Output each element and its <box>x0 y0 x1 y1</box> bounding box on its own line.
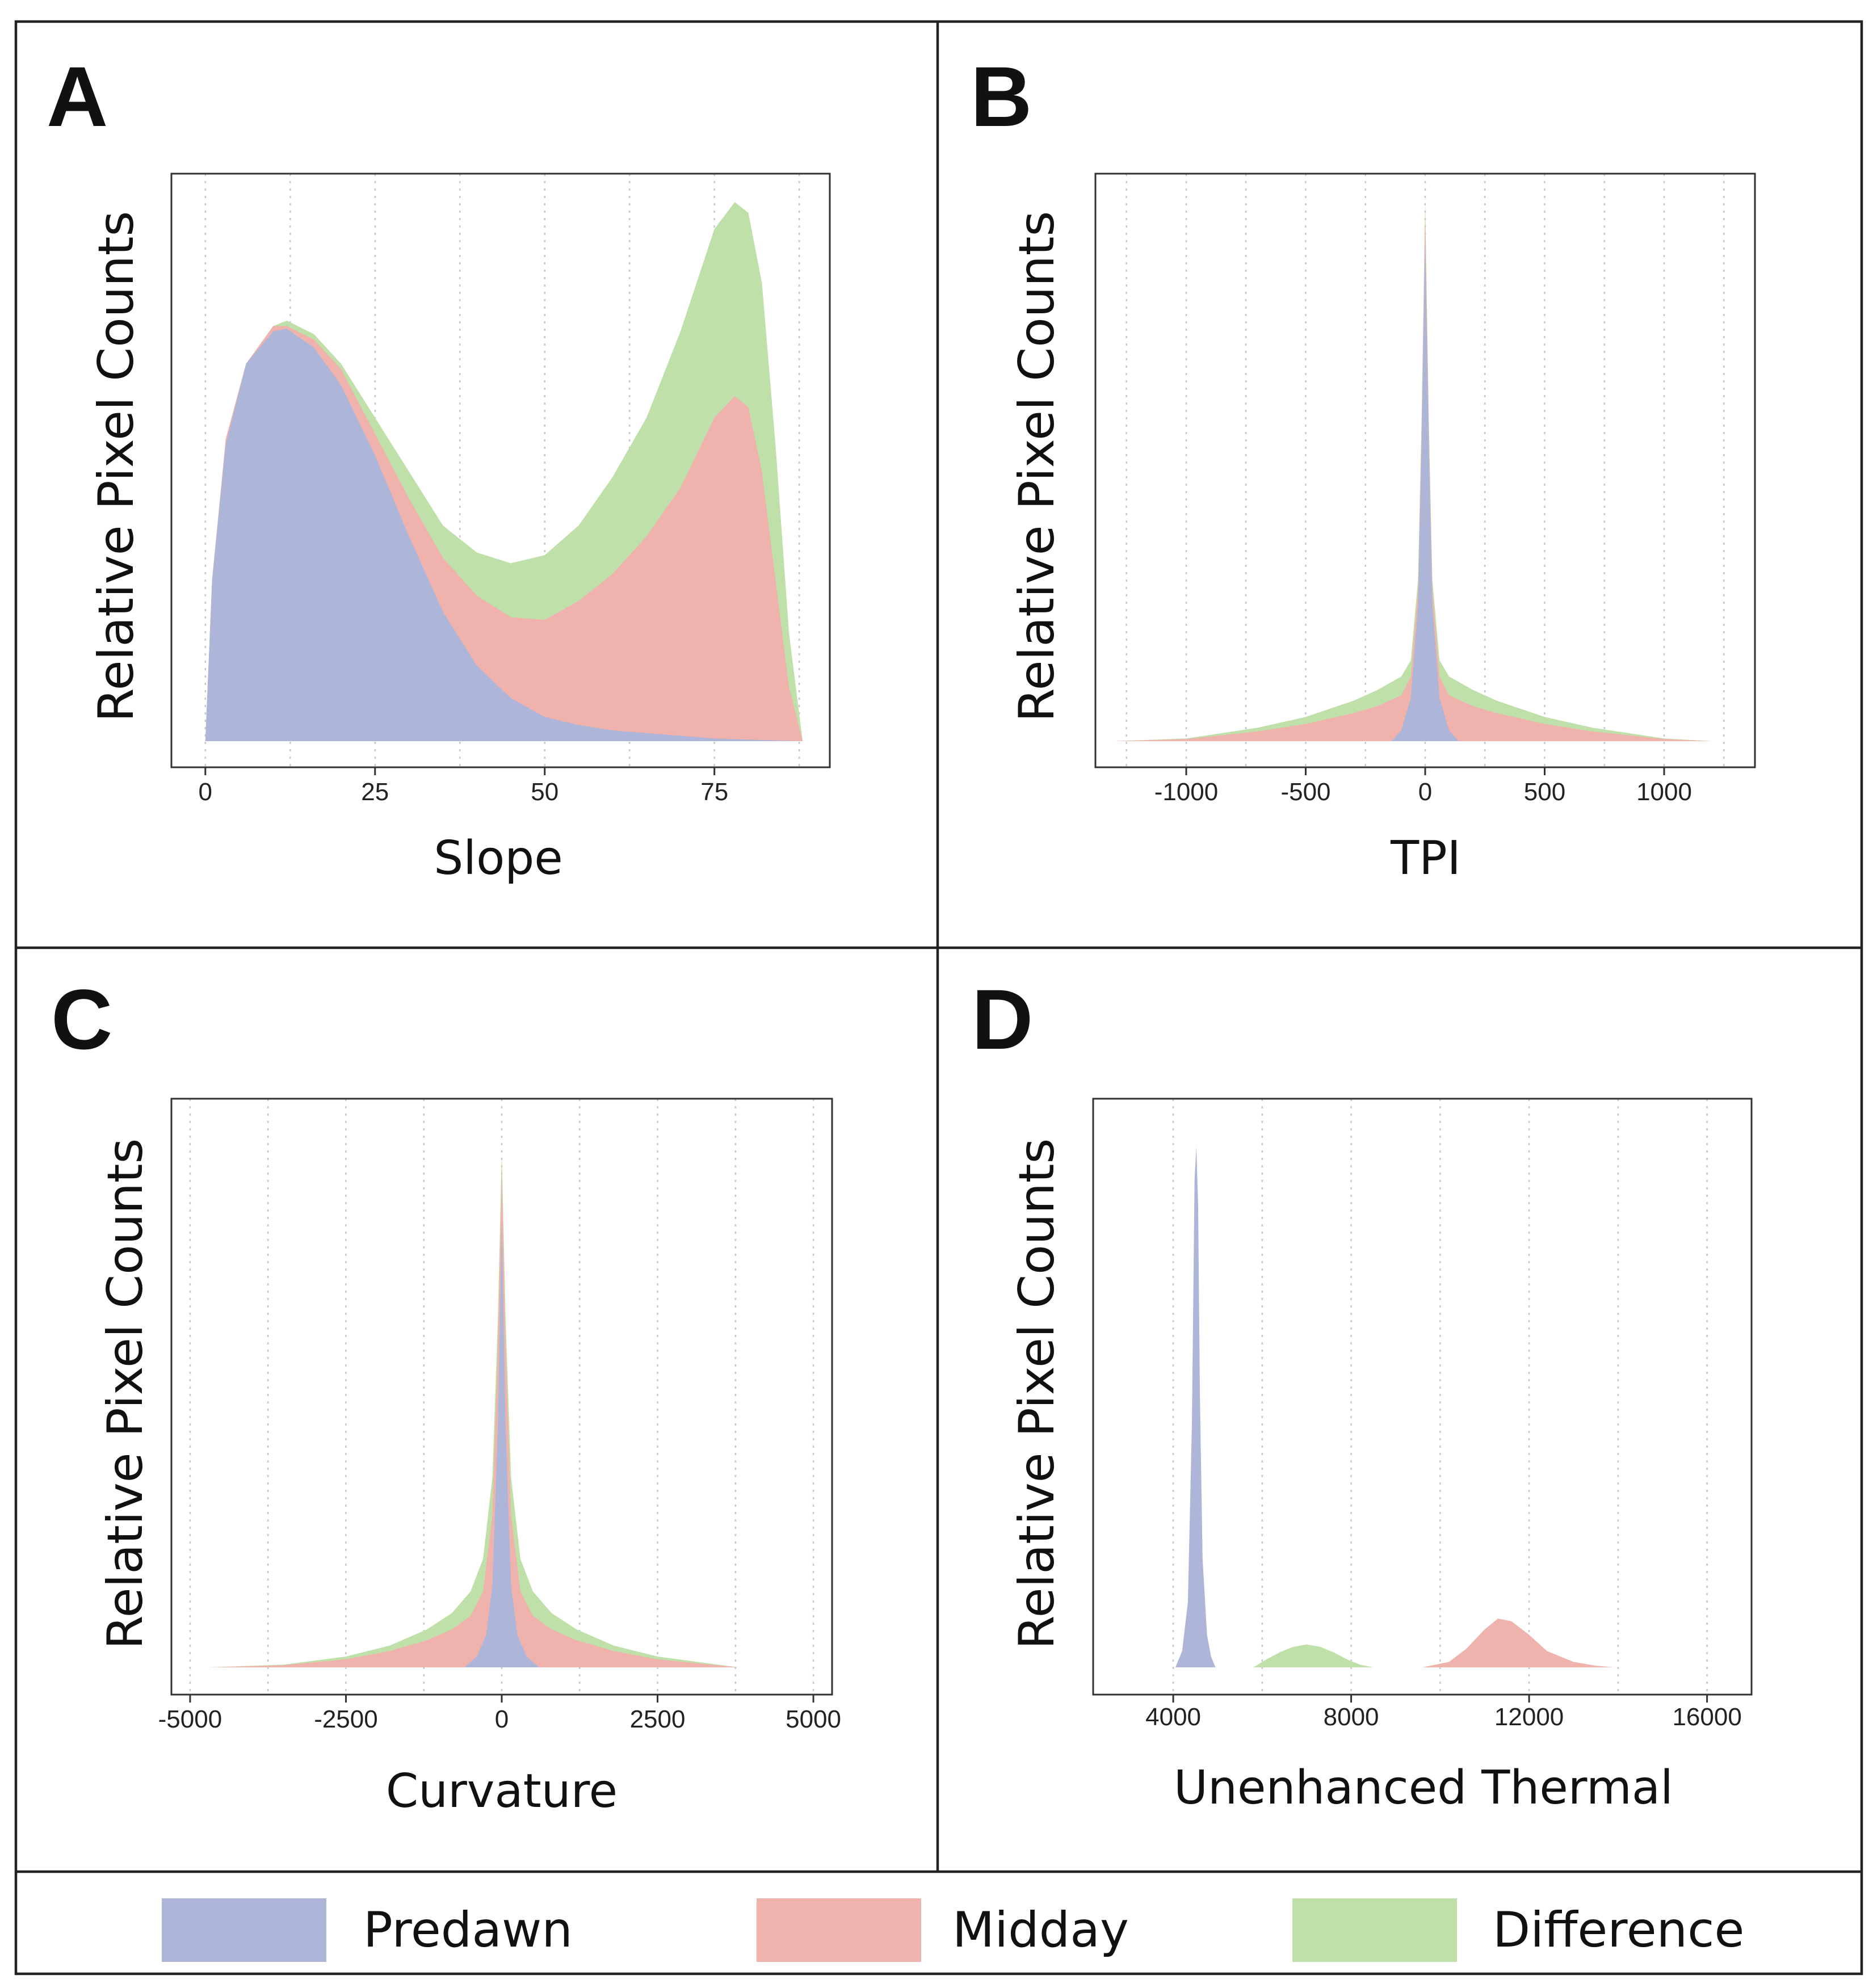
x-tick-label: 0 <box>495 1705 509 1733</box>
x-tick-label: 500 <box>1524 778 1565 806</box>
x-tick-label: 50 <box>531 778 558 806</box>
x-tick-label: -500 <box>1280 778 1330 806</box>
x-axis-title-a: Slope <box>434 831 563 885</box>
x-tick-label: 4000 <box>1145 1703 1201 1731</box>
legend-label-predawn: Predawn <box>363 1902 573 1958</box>
x-tick-label: 5000 <box>786 1705 841 1733</box>
x-tick-label: -2500 <box>314 1705 378 1733</box>
series-area-predawn <box>205 329 803 741</box>
series-area-midday <box>1422 1619 1614 1667</box>
panel-letter-a: A <box>47 49 108 144</box>
chart-panel-c: -5000 -2500 0 2500 5000 <box>158 1098 841 1733</box>
chart-panel-b: -1000 -500 0 500 1000 <box>1094 173 1756 806</box>
x-tick-label: 16000 <box>1672 1703 1741 1731</box>
figure-frame <box>14 20 1863 1976</box>
x-tick-label: 12000 <box>1494 1703 1564 1731</box>
x-tick-label: -5000 <box>158 1705 222 1733</box>
legend-swatch-predawn <box>162 1898 326 1962</box>
x-tick-label: 25 <box>361 778 389 806</box>
y-axis-title-d: Relative Pixel Counts <box>1009 1138 1065 1650</box>
legend: Predawn Midday Difference <box>162 1898 1744 1962</box>
plot-area-border <box>1092 1098 1753 1696</box>
legend-swatch-difference <box>1292 1898 1457 1962</box>
panel-letter-b: B <box>971 49 1032 144</box>
series-area-predawn <box>1175 1146 1216 1667</box>
x-tick-label: 2500 <box>630 1705 686 1733</box>
y-axis-title-b: Relative Pixel Counts <box>1009 211 1065 722</box>
x-axis-title-d: Unenhanced Thermal <box>1174 1761 1673 1815</box>
x-axis-title-c: Curvature <box>386 1764 618 1818</box>
panel-letter-d: D <box>972 972 1033 1067</box>
legend-label-difference: Difference <box>1493 1902 1744 1958</box>
y-axis-title-a: Relative Pixel Counts <box>88 211 145 722</box>
series-area-difference <box>1253 1644 1374 1667</box>
x-tick-label: 75 <box>700 778 728 806</box>
series-area-difference <box>1114 202 1712 741</box>
x-tick-label: -1000 <box>1154 778 1219 806</box>
panel-letter-c: C <box>51 972 112 1067</box>
chart-panel-a: 0 25 50 75 <box>170 173 831 806</box>
x-tick-label: 0 <box>1418 778 1432 806</box>
legend-label-midday: Midday <box>952 1902 1129 1958</box>
x-axis-title-b: TPI <box>1390 831 1461 885</box>
x-tick-label: 0 <box>199 778 212 806</box>
series-area-predawn <box>1392 239 1459 741</box>
x-tick-label: 8000 <box>1324 1703 1379 1731</box>
chart-panel-d: 4000 8000 12000 16000 <box>1092 1098 1753 1731</box>
y-axis-title-c: Relative Pixel Counts <box>97 1138 154 1650</box>
plot-area-border <box>170 173 831 768</box>
legend-swatch-midday <box>757 1898 921 1962</box>
series-area-predawn <box>464 1222 539 1667</box>
x-tick-label: 1000 <box>1636 778 1692 806</box>
